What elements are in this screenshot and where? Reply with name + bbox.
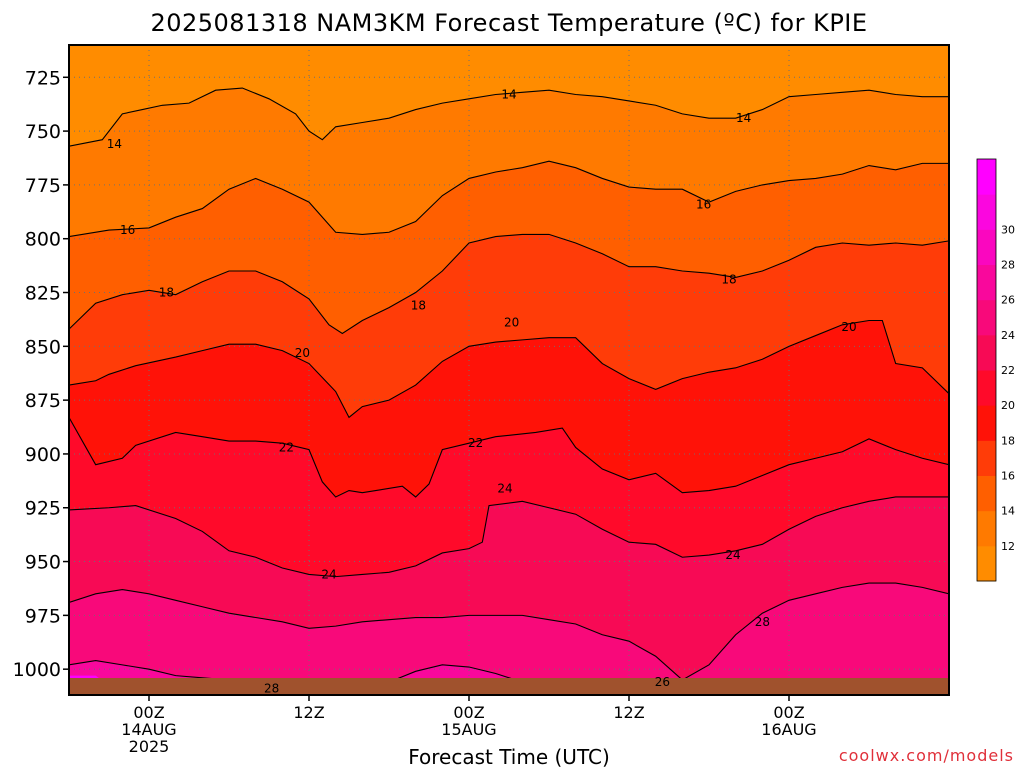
colorbar-label: 16 [1001,470,1015,483]
y-tick-label: 775 [25,175,61,197]
colorbar: 12 14 16 18 20 22 24 26 28 30 [976,158,1015,582]
y-tick-label: 900 [25,444,61,466]
colorbar-label: 22 [1001,364,1015,377]
contour-label: 28 [755,615,770,629]
colorbar-swatch [977,545,996,582]
x-axis-label: Forecast Time (UTC) [408,745,610,768]
colorbar-swatch [977,370,996,406]
contour-line-22 [69,417,949,498]
y-tick-label: 950 [25,552,61,574]
contour-label: 24 [497,481,512,495]
y-tick-label: 750 [25,121,61,143]
temp-band-26 [69,583,949,695]
x-tick-label: 15AUG [441,720,496,739]
colorbar-swatch [977,159,996,195]
contour-label: 14 [107,137,122,151]
contour-label: 20 [295,346,310,360]
temperature-fill-layer [69,45,949,695]
contour-label: 24 [725,548,740,562]
contour-label: 22 [468,436,483,450]
x-tick-label: 12Z [613,703,644,722]
x-tick-label: 14AUG [121,720,176,739]
y-tick-label: 1000 [13,659,61,681]
y-tick-label: 725 [25,67,61,89]
colorbar-label: 26 [1001,294,1015,307]
colorbar-frame [976,158,997,582]
contour-label-layer: 14 14 14 16 16 18 18 18 20 20 20 22 22 24 24 24 26 28 28 [107,88,857,696]
contour-line-layer [69,87,949,695]
y-tick-label: 925 [25,498,61,520]
x-tick-label: 16AUG [761,720,816,739]
grid-layer [69,45,949,695]
colorbar-swatch [977,194,996,230]
y-axis: 725 750 775 800 825 850 875 900 925 950 975 1000 [13,67,69,681]
contour-label: 24 [321,567,336,581]
contour-label: 16 [696,197,711,211]
y-tick-label: 975 [25,605,61,627]
x-tick-label: 12Z [293,703,324,722]
chart-title: 2025081318 NAM3KM Forecast Temperature (… [150,9,867,37]
colorbar-label: 30 [1001,223,1015,236]
colorbar-label: 24 [1001,329,1015,342]
contour-line-18 [69,233,949,335]
contour-label: 16 [120,223,135,237]
contour-line-26 [69,582,949,681]
contour-label: 18 [721,273,736,287]
site-watermark: coolwx.com/models [839,746,1014,765]
contour-line-16 [69,160,949,238]
contour-label: 18 [411,298,426,312]
colorbar-label: 14 [1001,505,1015,518]
contour-label: 14 [501,88,516,102]
colorbar-swatch [977,475,996,512]
colorbar-swatch [977,229,996,265]
y-tick-label: 850 [25,336,61,358]
terrain-ground [69,678,949,695]
colorbar-swatch [977,299,996,336]
colorbar-swatch [977,264,996,301]
colorbar-label: 18 [1001,434,1015,447]
colorbar-swatch [977,510,996,547]
colorbar-label: 20 [1001,399,1015,412]
y-tick-label: 800 [25,229,61,251]
colorbar-label: 28 [1001,259,1015,272]
contour-label: 26 [655,675,670,689]
contour-label: 14 [736,111,751,125]
contour-label: 20 [504,316,519,330]
y-tick-label: 875 [25,390,61,412]
contour-label: 20 [841,320,856,334]
colorbar-label: 12 [1001,540,1015,553]
x-tick-label: 00Z [133,703,164,722]
contour-label: 22 [279,440,294,454]
x-tick-label: 00Z [453,703,484,722]
contour-label: 28 [264,682,279,696]
plot-frame [68,44,950,696]
colorbar-swatch [977,440,996,476]
x-tick-label: 00Z [773,703,804,722]
contour-line-24 [69,496,949,578]
contour-label: 18 [159,286,174,300]
contour-line-20 [69,319,949,419]
colorbar-swatch [977,405,996,441]
contour-line-14 [69,87,949,147]
x-tick-label: 2025 [129,737,170,756]
y-tick-label: 825 [25,283,61,305]
colorbar-swatch [977,334,996,371]
